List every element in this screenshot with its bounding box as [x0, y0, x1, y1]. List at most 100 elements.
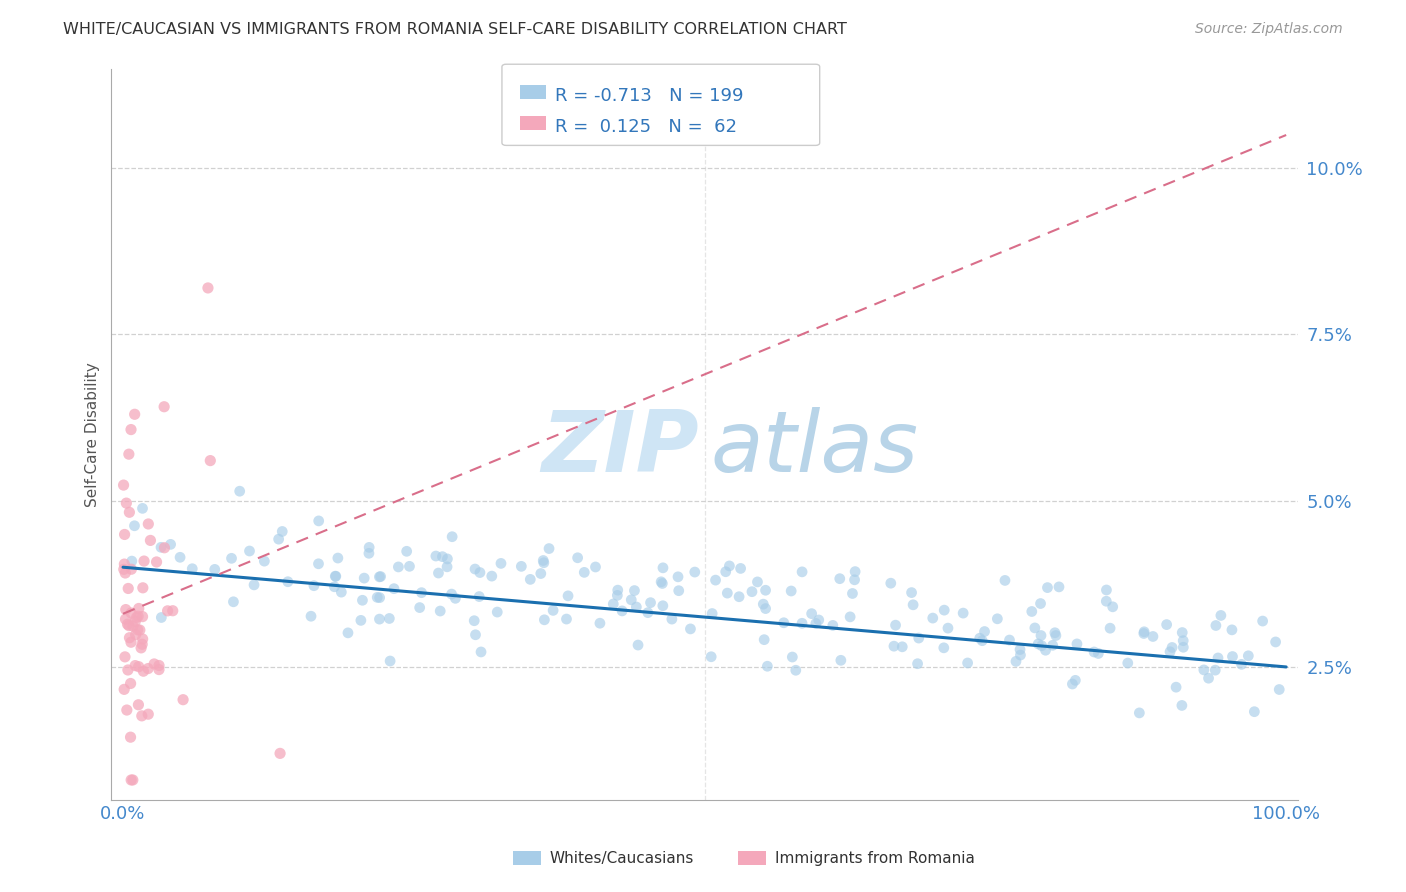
Point — [153, 400, 176, 414]
Point — [841, 586, 863, 600]
Point — [844, 573, 866, 587]
Point — [117, 582, 139, 596]
Point — [1192, 663, 1215, 677]
Point — [436, 552, 458, 566]
Point — [998, 633, 1021, 648]
Point — [395, 544, 418, 558]
Point — [1095, 594, 1118, 608]
Point — [754, 583, 776, 598]
Point — [730, 561, 752, 575]
Point — [679, 622, 702, 636]
Point — [436, 559, 458, 574]
Point — [128, 601, 150, 615]
Point — [150, 541, 173, 555]
Point — [531, 553, 554, 567]
Point — [1024, 621, 1046, 635]
Point — [267, 532, 290, 546]
Point — [652, 561, 675, 575]
Point — [510, 559, 533, 574]
Point — [602, 597, 624, 611]
Point — [1045, 628, 1067, 642]
Point — [1101, 599, 1123, 614]
Point — [606, 583, 628, 598]
Point — [127, 623, 149, 637]
Point — [114, 602, 136, 616]
Point — [1099, 621, 1122, 635]
Point — [1171, 625, 1194, 640]
Point — [1116, 656, 1139, 670]
Point — [378, 654, 401, 668]
Point — [907, 657, 929, 671]
Text: atlas: atlas — [710, 408, 918, 491]
Point — [772, 615, 794, 630]
Point — [352, 593, 374, 607]
Point — [883, 639, 905, 653]
Point — [131, 609, 153, 624]
Point — [117, 617, 139, 632]
Point — [651, 599, 673, 613]
Point — [277, 574, 299, 589]
Point — [756, 659, 779, 673]
Point — [125, 610, 148, 624]
Point — [700, 649, 723, 664]
Point — [115, 703, 138, 717]
Point — [574, 566, 596, 580]
Point — [204, 562, 226, 576]
Point — [468, 590, 491, 604]
Point — [1198, 671, 1220, 685]
Point — [398, 559, 420, 574]
Point — [1008, 642, 1031, 657]
Point — [1243, 705, 1265, 719]
Point — [112, 557, 135, 571]
Point — [1264, 635, 1286, 649]
Point — [139, 533, 162, 548]
Point — [200, 453, 222, 467]
Point — [986, 612, 1008, 626]
Point — [741, 584, 763, 599]
Point — [627, 638, 650, 652]
Y-axis label: Self-Care Disability: Self-Care Disability — [86, 362, 100, 507]
Point — [368, 591, 391, 605]
Point — [637, 606, 659, 620]
Point — [640, 596, 662, 610]
Point — [440, 587, 463, 601]
Point — [128, 623, 150, 637]
Point — [222, 595, 245, 609]
Point — [481, 569, 503, 583]
Point — [1173, 633, 1195, 648]
Point — [112, 478, 135, 492]
Point — [124, 615, 146, 629]
Point — [387, 560, 409, 574]
Point — [148, 658, 170, 673]
Point — [668, 583, 690, 598]
Point — [1021, 605, 1043, 619]
Point — [1204, 663, 1226, 677]
Point — [120, 606, 142, 620]
Point — [555, 612, 578, 626]
Point — [1268, 682, 1291, 697]
Point — [934, 603, 956, 617]
Point — [221, 551, 243, 566]
Point — [702, 607, 724, 621]
Point — [120, 562, 142, 576]
Point — [620, 592, 643, 607]
Point — [1035, 643, 1057, 657]
Point — [921, 611, 943, 625]
Point — [308, 557, 330, 571]
Point — [585, 560, 607, 574]
Point — [131, 637, 153, 651]
Point — [112, 682, 135, 697]
Point — [368, 570, 391, 584]
Point — [269, 747, 291, 761]
Point — [519, 573, 541, 587]
Point — [752, 597, 775, 611]
Point — [486, 605, 509, 619]
Point — [112, 562, 135, 576]
Point — [1064, 673, 1087, 688]
Point — [299, 609, 322, 624]
Point — [716, 586, 738, 600]
Point — [357, 546, 380, 560]
Point — [114, 612, 136, 626]
Point — [714, 565, 737, 579]
Point — [181, 562, 204, 576]
